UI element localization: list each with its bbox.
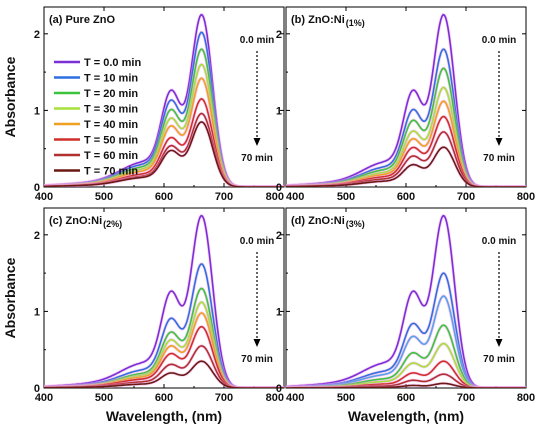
series-line-1 [286,48,526,187]
x-tick-label: 500 [337,392,355,404]
x-axis-title: Wavelength, (nm) [106,408,222,424]
panel-title: (c) ZnO:Ni [49,215,102,227]
series-line-7 [286,382,526,388]
legend-entry: T = 0.0 min [84,57,141,69]
panel-title-sub: (2%) [103,219,122,229]
arrow-start-label: 0.0 min [240,236,274,247]
y-tick-label: 1 [34,105,40,117]
y-tick-label: 1 [34,306,40,318]
y-tick-label: 2 [34,29,40,41]
y-tick-label: 0 [34,182,40,194]
arrow-start-label: 0.0 min [482,236,516,247]
y-tick-label: 1 [276,105,282,117]
panel-title: (d) ZnO:Ni [291,215,345,227]
panel-d: 400 500 600 700 800 0 1 2 Wavelength, (nm) (d) Zn… [276,207,535,424]
series-glow [286,271,526,388]
panel-title-sub: (3%) [346,219,365,229]
x-tick-label: 700 [215,191,233,203]
series-line-7 [44,360,284,388]
time-arrow-head [253,339,261,347]
series-group [44,12,284,187]
series-group [286,213,526,388]
x-tick-label: 600 [397,392,415,404]
x-tick-label: 500 [95,392,113,404]
arrow-end-label: 70 min [483,354,515,365]
series-glow [286,47,526,187]
time-arrow-head [495,339,503,347]
legend-entry: T = 30 min [84,104,138,116]
legend-entry: T = 20 min [84,88,138,100]
x-tick-label: 400 [35,191,53,203]
y-axis-title: Absorbance [2,56,18,137]
x-tick-label: 800 [517,191,535,203]
x-tick-label: 800 [517,392,535,404]
x-tick-label: 700 [457,392,475,404]
panel-title: (b) ZnO:Ni [291,14,345,26]
y-tick-label: 2 [276,230,282,242]
x-tick-label: 600 [397,191,415,203]
y-tick-label: 0 [276,182,282,194]
arrow-end-label: 70 min [241,354,273,365]
arrow-start-label: 0.0 min [482,35,516,46]
time-arrow-head [253,138,261,146]
panel-title: (a) Pure ZnO [49,14,115,26]
series-line-1 [286,272,526,388]
legend-entry: T = 40 min [84,119,138,131]
x-tick-label: 800 [266,392,284,404]
x-axis-title: Wavelength, (nm) [348,408,464,424]
legend-entry: T = 60 min [84,150,138,162]
arrow-start-label: 0.0 min [240,35,274,46]
legend-entry: T = 10 min [84,73,138,85]
arrow-end-label: 70 min [483,153,515,164]
x-tick-label: 600 [155,392,173,404]
y-axis-title: Absorbance [2,257,18,338]
legend-entry: T = 50 min [84,135,138,147]
panel-title-sub: (1%) [346,18,365,28]
panel-b: 400 500 600 700 800 0 1 2 (b) ZnO:Ni (1%) 0.0 min 7… [276,6,535,203]
x-tick-label: 500 [337,191,355,203]
y-tick-label: 0 [34,383,40,395]
x-tick-label: 400 [35,392,53,404]
y-tick-label: 1 [276,306,282,318]
series-group [286,12,526,187]
time-arrow-head [495,138,503,146]
legend: T = 0.0 min T = 10 min T = 20 min T = 30 mi… [54,57,141,178]
x-tick-label: 400 [286,392,304,404]
x-tick-label: 700 [457,191,475,203]
series-group [44,213,284,388]
x-tick-label: 700 [215,392,233,404]
x-tick-label: 500 [95,191,113,203]
legend-entry: T = 70 min [84,166,138,178]
series-line-7 [44,121,284,187]
x-tick-label: 400 [286,191,304,203]
panel-c: 400 500 600 700 800012AbsorbanceWavelength, … [2,207,285,424]
y-tick-label: 2 [276,29,282,41]
arrow-end-label: 70 min [241,153,273,164]
y-tick-label: 0 [276,383,282,395]
x-tick-label: 800 [266,191,284,203]
y-tick-label: 2 [34,230,40,242]
x-tick-label: 600 [155,191,173,203]
series-line-7 [286,146,526,187]
